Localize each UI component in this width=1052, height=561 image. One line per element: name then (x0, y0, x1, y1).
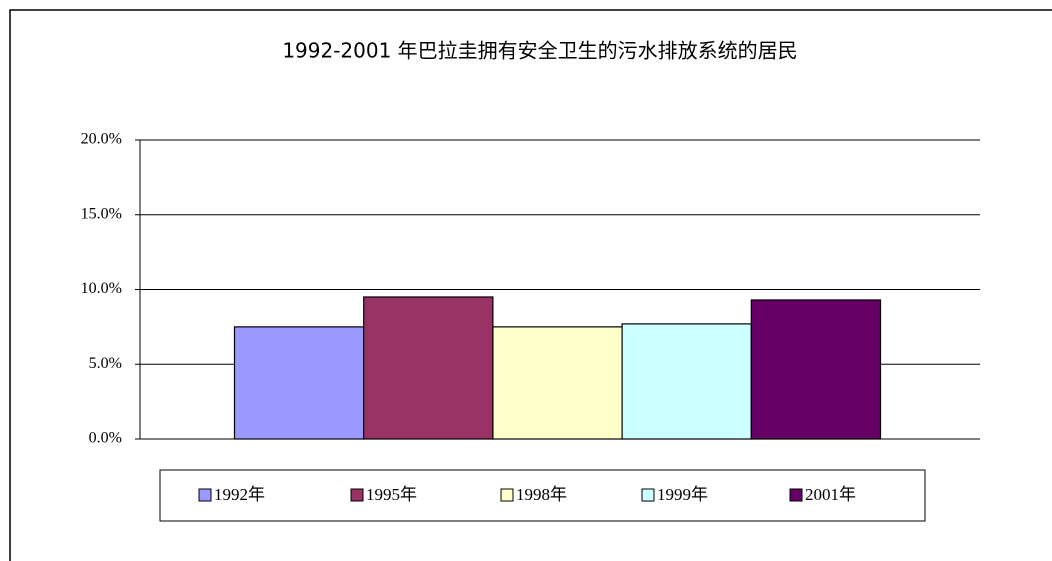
bar (492, 326, 623, 440)
legend-label: 2001年 (805, 485, 856, 504)
y-tick-label: 20.0% (81, 131, 122, 148)
legend-label: 1998年 (516, 485, 567, 504)
legend-label: 1995年 (366, 485, 417, 504)
legend-swatch (500, 488, 514, 502)
legend-swatch (789, 488, 803, 502)
bar (233, 326, 365, 440)
y-tick-label: 0.0% (89, 430, 122, 447)
bar (750, 299, 882, 440)
legend-label: 1999年 (657, 485, 708, 504)
legend-label: 1992年 (214, 485, 265, 504)
bar (363, 296, 494, 440)
chart-title: 1992-2001 年巴拉圭拥有安全卫生的污水排放系统的居民 (282, 39, 797, 63)
bar (621, 323, 752, 440)
y-tick-label: 10.0% (81, 280, 122, 297)
legend-swatch (641, 488, 655, 502)
y-tick-label: 5.0% (89, 355, 122, 372)
chart-border (9, 9, 1052, 561)
legend-swatch (198, 488, 212, 502)
legend-swatch (350, 488, 364, 502)
y-tick-label: 15.0% (81, 205, 122, 222)
